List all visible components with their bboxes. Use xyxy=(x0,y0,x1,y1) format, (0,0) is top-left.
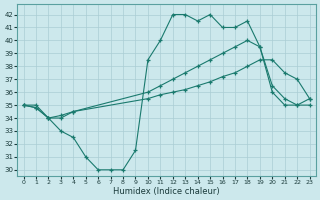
X-axis label: Humidex (Indice chaleur): Humidex (Indice chaleur) xyxy=(113,187,220,196)
